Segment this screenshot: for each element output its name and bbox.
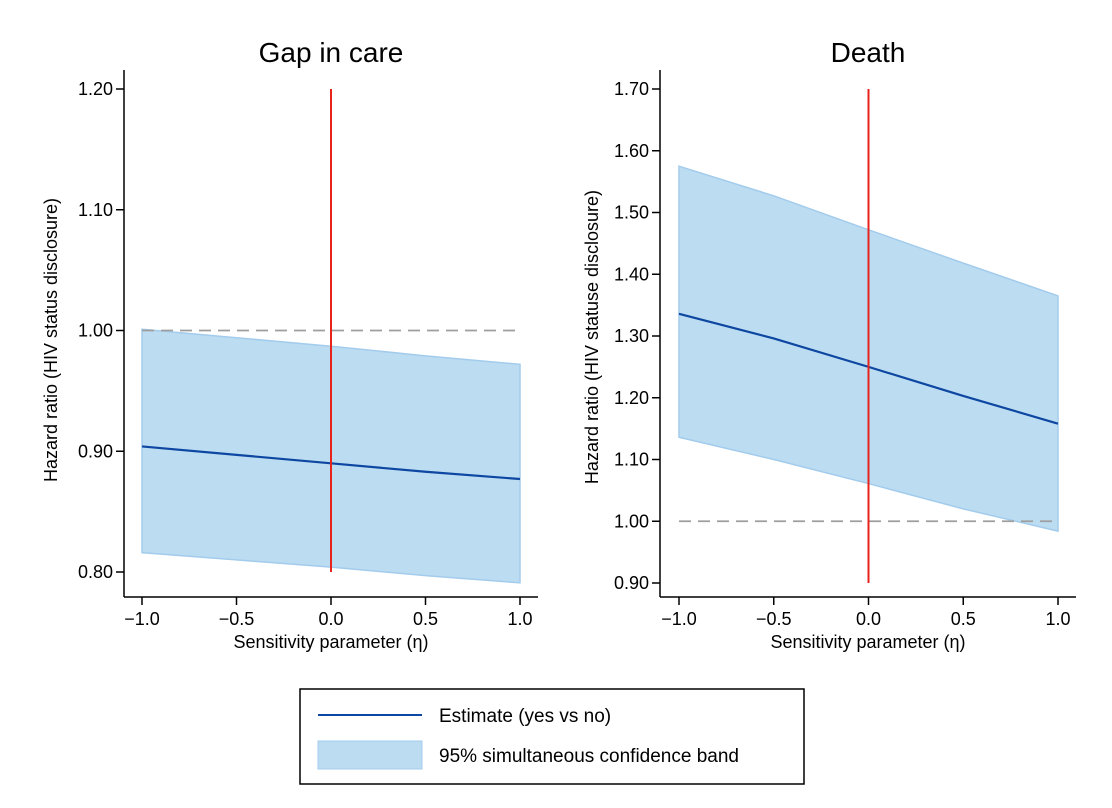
y-axis-label: Hazard ratio (HIV status disclosure): [41, 198, 61, 482]
x-axis-label: Sensitivity parameter (η): [233, 632, 428, 652]
x-tick-label: −0.5: [219, 609, 255, 629]
x-tick-label: −1.0: [124, 609, 160, 629]
y-tick-label: 1.00: [78, 321, 113, 341]
x-tick-label: 0.0: [318, 609, 343, 629]
legend-band-label: 95% simultaneous confidence band: [439, 746, 739, 767]
y-tick-label: 1.60: [614, 141, 649, 161]
x-tick-label: 1.0: [1045, 609, 1070, 629]
x-tick-label: −1.0: [661, 609, 697, 629]
x-axis-label: Sensitivity parameter (η): [770, 632, 965, 652]
legend: Estimate (yes vs no) 95% simultaneous co…: [299, 688, 805, 785]
y-tick-label: 0.90: [614, 573, 649, 593]
x-tick-label: 1.0: [507, 609, 532, 629]
y-tick-label: 1.50: [614, 203, 649, 223]
y-tick-label: 1.10: [614, 450, 649, 470]
x-tick-label: 0.5: [413, 609, 438, 629]
chart-title: Gap in care: [259, 37, 404, 68]
panel-death: Death −1.0 −0.5 0.0 0.5 1.0 0.90 1.00 1.10 1.20 1.…: [582, 37, 1076, 652]
chart-title: Death: [831, 37, 906, 68]
panel-gap-in-care: Gap in care −1.0 −0.5 0.0 0.5 1.0 0.80 0.90 1.00…: [41, 37, 538, 652]
y-tick-label: 0.90: [78, 441, 113, 461]
y-tick-label: 1.10: [78, 200, 113, 220]
y-tick-label: 1.00: [614, 511, 649, 531]
y-axis-label: Hazard ratio (HIV statuse disclosure): [582, 190, 602, 484]
x-tick-label: 0.0: [856, 609, 881, 629]
y-tick-label: 1.20: [614, 388, 649, 408]
legend-estimate-label: Estimate (yes vs no): [439, 706, 611, 727]
y-tick-label: 1.20: [78, 79, 113, 99]
y-tick-label: 0.80: [78, 562, 113, 582]
y-tick-label: 1.40: [614, 264, 649, 284]
x-tick-label: 0.5: [951, 609, 976, 629]
legend-band-swatch: [317, 740, 423, 770]
legend-box: [299, 688, 805, 785]
y-tick-label: 1.70: [614, 79, 649, 99]
x-tick-label: −0.5: [756, 609, 792, 629]
y-tick-label: 1.30: [614, 326, 649, 346]
